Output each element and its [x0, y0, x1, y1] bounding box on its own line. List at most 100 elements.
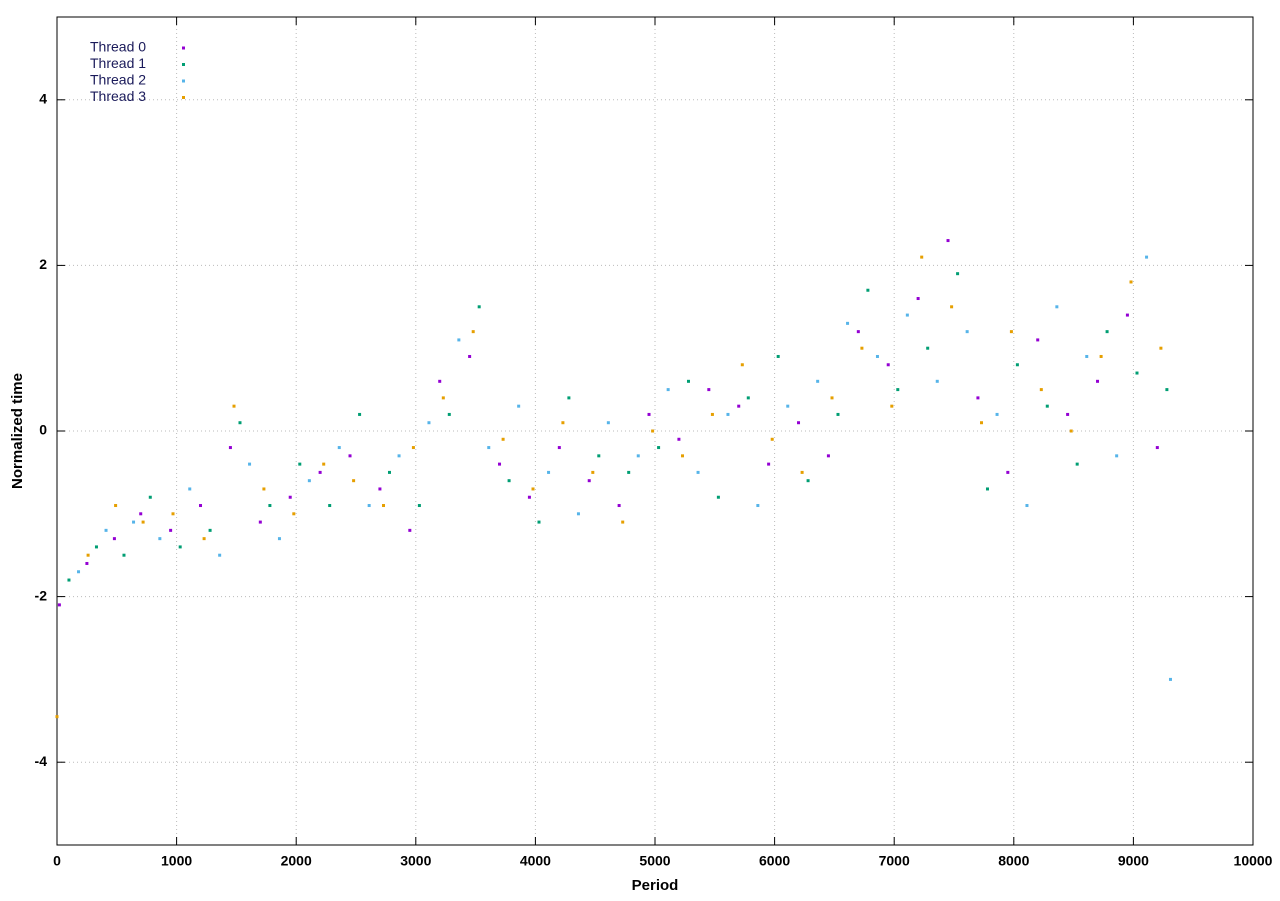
point [527, 495, 531, 499]
point [950, 305, 954, 309]
point [1066, 412, 1070, 416]
point [1125, 313, 1129, 317]
point [67, 578, 71, 582]
point [517, 404, 521, 408]
point [507, 479, 511, 483]
point [94, 545, 98, 549]
point [856, 330, 860, 334]
point [471, 330, 475, 334]
point [756, 504, 760, 508]
x-tick-label: 6000 [759, 853, 790, 869]
point [561, 421, 565, 425]
point [666, 388, 670, 392]
y-tick-label: 0 [39, 422, 47, 438]
point [114, 504, 118, 508]
x-tick-label: 8000 [998, 853, 1029, 869]
legend-marker [182, 96, 185, 99]
point [307, 479, 311, 483]
point [1055, 305, 1059, 309]
y-axis-title: Normalized time [9, 373, 26, 489]
point [322, 462, 326, 466]
point [776, 354, 780, 358]
point [457, 338, 461, 342]
point [557, 446, 561, 450]
point [531, 487, 535, 491]
point [318, 470, 322, 474]
point [890, 404, 894, 408]
point [976, 396, 980, 400]
point [1129, 280, 1133, 284]
point [716, 495, 720, 499]
point [141, 520, 145, 524]
legend-marker [182, 46, 185, 50]
point [248, 462, 252, 466]
point [621, 520, 625, 524]
point [1006, 470, 1010, 474]
point [1015, 363, 1019, 367]
point [387, 470, 391, 474]
point [740, 363, 744, 367]
point [770, 437, 774, 441]
point [1155, 446, 1159, 450]
point [148, 495, 152, 499]
point [1045, 404, 1049, 408]
point [202, 537, 206, 541]
y-tick-label: 2 [39, 256, 47, 272]
point [1025, 504, 1029, 508]
point [328, 504, 332, 508]
y-tick-label: -2 [35, 587, 48, 603]
point [647, 412, 651, 416]
plot-border [56, 16, 1254, 846]
point [995, 412, 999, 416]
point [980, 421, 984, 425]
point [408, 528, 412, 532]
point [417, 504, 421, 508]
point [696, 470, 700, 474]
x-tick-label: 1000 [161, 853, 192, 869]
point [208, 528, 212, 532]
point [268, 504, 272, 508]
point [1096, 379, 1100, 383]
point [826, 454, 830, 458]
x-tick-label: 3000 [400, 853, 431, 869]
point [1085, 354, 1089, 358]
point [830, 396, 834, 400]
point [232, 404, 236, 408]
x-axis-title: Period [632, 877, 679, 894]
point [797, 421, 801, 425]
point [657, 446, 661, 450]
point [337, 446, 341, 450]
point [397, 454, 401, 458]
point [875, 354, 879, 358]
point [1145, 255, 1149, 259]
point [1069, 429, 1073, 433]
y-tick-label: -4 [35, 753, 48, 769]
point [1039, 388, 1043, 392]
legend-label: Thread 1 [90, 55, 146, 71]
point [846, 321, 850, 325]
point [477, 305, 481, 309]
point [1168, 677, 1172, 681]
point [836, 412, 840, 416]
x-tick-label: 4000 [520, 853, 551, 869]
point [576, 512, 580, 516]
point [277, 537, 281, 541]
point [228, 446, 232, 450]
point [935, 379, 939, 383]
point [746, 396, 750, 400]
point [352, 479, 356, 483]
point [767, 462, 771, 466]
point [468, 354, 472, 358]
point [537, 520, 541, 524]
x-tick-label: 5000 [639, 853, 670, 869]
legend-marker [182, 79, 185, 83]
point [158, 537, 162, 541]
point [199, 504, 203, 508]
point [411, 446, 415, 450]
point [501, 437, 505, 441]
point [905, 313, 909, 317]
point [441, 396, 445, 400]
point [86, 553, 90, 557]
point [487, 446, 491, 450]
